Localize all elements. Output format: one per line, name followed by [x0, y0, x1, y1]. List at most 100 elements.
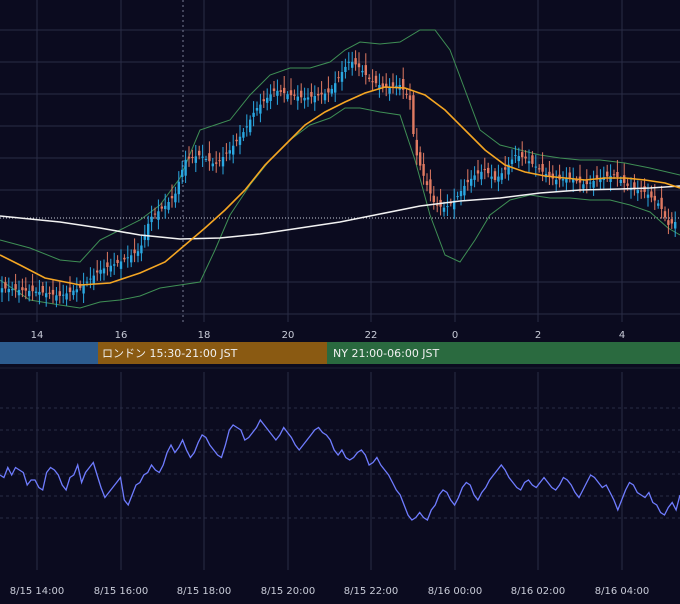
candle-body: [249, 119, 252, 133]
candle-body: [164, 205, 167, 210]
candle-body: [327, 88, 330, 93]
candle-body: [636, 190, 639, 194]
candle-body: [242, 132, 245, 138]
candle-body: [313, 96, 316, 103]
candle-body: [436, 204, 439, 206]
candle-body: [657, 203, 660, 206]
candle-body: [497, 176, 500, 182]
candle-body: [500, 173, 503, 180]
candle-body: [483, 169, 486, 171]
candle-body: [119, 261, 123, 269]
candle-body: [310, 92, 313, 97]
candle-body: [300, 90, 303, 98]
candle-body: [24, 288, 27, 291]
moving-average-long: [0, 185, 680, 240]
candle-body: [354, 58, 357, 65]
candle-body: [204, 159, 208, 160]
candle-body: [344, 66, 347, 72]
candle-body: [92, 275, 95, 285]
candle-body: [262, 99, 265, 102]
candle-body: [395, 85, 398, 87]
candle-body: [330, 88, 333, 94]
date-tick-label: 8/15 14:00: [10, 586, 64, 597]
candle-body: [85, 281, 89, 283]
date-axis: 8/15 14:00 8/15 16:00 8/15 18:00 8/15 20:00…: [10, 586, 649, 597]
candle-body: [643, 186, 646, 192]
candle-body: [198, 150, 201, 156]
candle-body: [459, 191, 463, 197]
candle-body: [626, 183, 629, 186]
candle-body: [296, 96, 299, 101]
candle-body: [17, 289, 21, 296]
candle-body: [340, 72, 344, 82]
candle-body: [589, 182, 592, 184]
candle-body: [429, 179, 432, 194]
candle-body: [58, 291, 61, 296]
candle-body: [279, 90, 282, 92]
candle-body: [7, 288, 10, 293]
candle-body: [31, 285, 34, 292]
candle-body: [266, 97, 269, 103]
candle-body: [585, 180, 588, 185]
candle-body: [422, 164, 425, 176]
candle-body: [303, 97, 306, 101]
candle-body: [323, 93, 327, 101]
candle-body: [514, 155, 517, 157]
candle-body: [255, 108, 259, 111]
candle-body: [453, 200, 456, 210]
candle-body: [215, 162, 218, 164]
candle-body: [320, 92, 323, 95]
candle-body: [541, 164, 544, 172]
candle-body: [480, 171, 483, 180]
candle-body: [269, 94, 272, 101]
candle-body: [449, 202, 452, 204]
candle-body: [208, 153, 211, 162]
candle-body: [96, 270, 99, 273]
candle-body: [4, 282, 7, 289]
candle-body: [425, 181, 429, 185]
candle-body: [187, 156, 191, 159]
hour-tick-label: 16: [115, 330, 128, 341]
candle-body: [235, 139, 238, 142]
candle-body: [347, 61, 350, 63]
candle-body: [160, 206, 163, 209]
candle-body: [572, 179, 575, 183]
candle-body: [167, 202, 170, 210]
candle-body: [245, 126, 248, 128]
candle-body: [82, 284, 85, 294]
candle-body: [660, 197, 663, 209]
session-london: [98, 342, 327, 364]
bollinger-bands: [0, 29, 680, 309]
candle-body: [388, 87, 391, 94]
candle-body: [456, 196, 459, 198]
candle-body: [170, 196, 174, 199]
candle-body: [493, 171, 497, 180]
price-pane[interactable]: [0, 0, 680, 322]
candle-body: [201, 156, 204, 158]
candle-body: [147, 223, 150, 241]
candle-body: [606, 171, 609, 177]
candle-body: [473, 175, 476, 180]
candle-body: [293, 94, 296, 96]
candle-body: [510, 159, 514, 164]
candle-body: [89, 278, 92, 280]
candle-body: [653, 195, 656, 201]
candle-body: [612, 174, 616, 176]
candle-body: [527, 161, 531, 164]
hour-tick-label: 2: [535, 330, 541, 341]
candle-body: [405, 93, 408, 95]
candle-body: [68, 287, 72, 292]
candle-body: [561, 178, 565, 181]
session-tokyo: [0, 342, 98, 364]
candle-body: [619, 180, 622, 183]
candle-body: [51, 289, 55, 295]
candle-body: [663, 211, 667, 218]
oscillator-pane[interactable]: [0, 372, 680, 570]
candle-body: [351, 61, 354, 68]
candle-body: [442, 207, 446, 212]
date-tick-label: 8/16 02:00: [511, 586, 565, 597]
candle-body: [633, 182, 636, 190]
candle-body: [113, 264, 116, 266]
candle-body: [374, 75, 378, 84]
